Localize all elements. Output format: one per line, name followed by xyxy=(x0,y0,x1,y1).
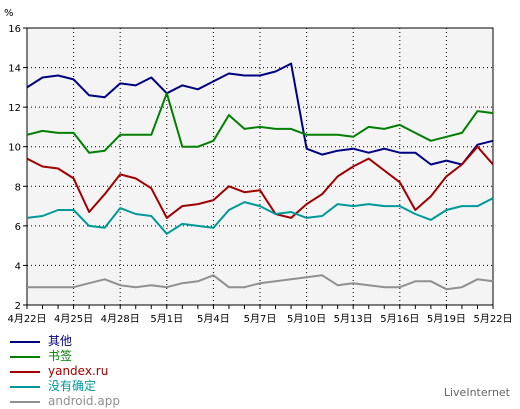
legend-label: android.app xyxy=(48,394,120,408)
legend-label: yandex.ru xyxy=(48,364,109,378)
y-tick-label: 2 xyxy=(15,301,21,312)
y-axis: 2 4 6 8 10 12 14 16 xyxy=(8,24,27,312)
line-chart: 2 4 6 8 10 12 14 16 4月22日 4月25日 4月28日 5月1日 5月4日 5月7日… xyxy=(4,8,513,325)
x-tick-label: 5月16日 xyxy=(380,313,419,325)
series-line-4 xyxy=(27,274,494,291)
x-tick-label: 4月28日 xyxy=(101,313,140,325)
plot-background xyxy=(26,27,494,306)
y-tick-label: 12 xyxy=(8,103,21,114)
brand-label: LiveInternet xyxy=(443,386,510,399)
y-tick-label: 10 xyxy=(8,143,21,154)
x-tick-label: 5月7日 xyxy=(244,313,277,325)
series-lines xyxy=(26,62,494,291)
y-tick-label: 14 xyxy=(8,64,21,75)
legend-swatch xyxy=(10,356,40,358)
grid-lines xyxy=(27,28,493,305)
y-tick-label: 4 xyxy=(15,261,21,272)
legend-swatch xyxy=(10,371,40,373)
series-line-0 xyxy=(26,62,494,166)
y-tick-label: 6 xyxy=(15,222,21,233)
y-tick-label: 16 xyxy=(8,24,21,35)
x-tick-label: 5月13日 xyxy=(334,313,373,325)
x-tick-label: 5月1日 xyxy=(150,313,183,325)
x-tick-label: 5月10日 xyxy=(287,313,326,325)
x-tick-label: 5月4日 xyxy=(197,313,230,325)
x-axis: 4月22日 4月25日 4月28日 5月1日 5月4日 5月7日 5月10日 5月13日 5月1… xyxy=(7,305,513,325)
x-tick-label: 5月22日 xyxy=(473,313,512,325)
legend-swatch xyxy=(10,341,40,343)
legend-label: 书签 xyxy=(48,349,73,363)
legend-swatch xyxy=(10,401,40,403)
legend-label: 没有确定 xyxy=(48,379,97,393)
x-tick-label: 5月19日 xyxy=(427,313,466,325)
series-line-2 xyxy=(26,145,494,219)
y-axis-label: % xyxy=(4,8,14,19)
y-tick-label: 8 xyxy=(15,182,21,193)
legend-label: 其他 xyxy=(48,334,73,348)
series-line-1 xyxy=(26,92,494,154)
x-tick-label: 4月22日 xyxy=(7,313,46,325)
x-tick-label: 4月25日 xyxy=(54,313,93,325)
series-line-3 xyxy=(26,197,494,235)
legend-swatch xyxy=(10,386,40,388)
